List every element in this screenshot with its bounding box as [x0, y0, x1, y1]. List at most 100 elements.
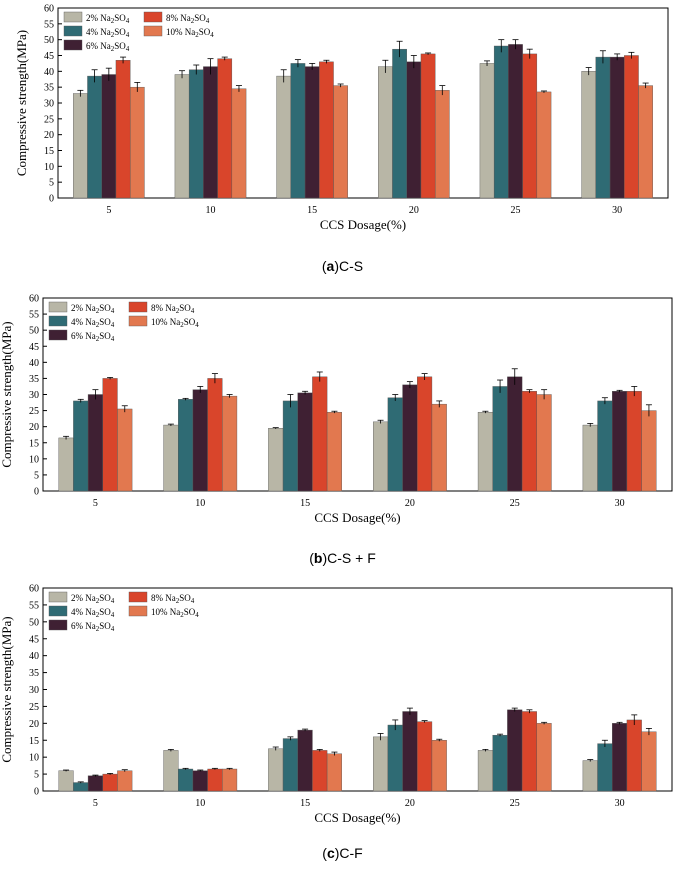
bar [87, 394, 103, 492]
bar [101, 74, 117, 199]
bar [595, 56, 611, 199]
y-axis-label: Compressive strength(MPa) [0, 616, 14, 762]
chart-panel-a: 0 5 10 15 20 25 30 35 40 45 50 55 60 Compressive stre… [0, 0, 685, 245]
bar [304, 66, 320, 199]
bar [102, 378, 118, 492]
bar [163, 424, 179, 492]
y-tick-label: 0 [49, 194, 54, 205]
bar [420, 53, 436, 199]
y-tick-label: 40 [29, 358, 39, 369]
bar [417, 721, 433, 792]
bar [612, 723, 628, 792]
legend-label: 4% Na2SO4 [71, 317, 115, 329]
bar [178, 399, 194, 492]
bar [431, 740, 447, 792]
legend-label: 4% Na2SO4 [86, 27, 130, 39]
bar [641, 410, 657, 492]
y-tick-label: 55 [29, 600, 39, 611]
x-tick-label: 25 [510, 798, 520, 809]
bar [333, 85, 348, 199]
bar [87, 775, 103, 792]
y-tick-label: 55 [44, 19, 54, 30]
chart-c-svg: 0 5 10 15 20 25 30 35 40 45 50 55 60 Compressive stre… [0, 584, 673, 825]
y-tick-label: 30 [29, 390, 39, 401]
bar [536, 723, 552, 792]
legend-swatch [143, 11, 163, 23]
bar [477, 411, 493, 492]
x-axis-label: CCS Dosage(%) [320, 217, 406, 232]
bar [581, 71, 597, 199]
bar [638, 85, 653, 199]
bar [282, 400, 298, 492]
bar [207, 768, 223, 792]
y-tick-label: 10 [29, 753, 39, 764]
bar [609, 56, 625, 199]
legend-swatch [128, 315, 148, 327]
bar [492, 386, 508, 492]
y-tick-label: 5 [34, 770, 39, 781]
bar [522, 53, 538, 199]
bar [102, 773, 118, 792]
bar [326, 411, 342, 492]
bar [402, 384, 418, 492]
y-tick-label: 60 [29, 294, 39, 305]
legend-swatch [128, 591, 148, 603]
legend-swatch [48, 619, 68, 631]
chart-panel-b: 0 5 10 15 20 25 30 35 40 45 50 55 60 Compressive stre… [0, 288, 685, 538]
legend-swatch [63, 11, 83, 23]
y-tick-label: 45 [29, 342, 39, 353]
bar [282, 738, 298, 792]
bar [387, 397, 403, 492]
bar [402, 711, 418, 792]
legend-label: 2% Na2SO4 [86, 13, 130, 25]
x-tick-label: 30 [612, 205, 622, 216]
x-tick-label: 15 [300, 798, 310, 809]
legend-label: 10% Na2SO4 [166, 27, 214, 39]
y-tick-label: 60 [44, 4, 54, 15]
legend-label: 8% Na2SO4 [151, 593, 195, 605]
y-tick-label: 25 [29, 702, 39, 713]
caption-text-a: C-S [339, 258, 364, 274]
x-tick-label: 30 [615, 498, 625, 509]
bar [582, 760, 598, 792]
y-tick-label: 5 [34, 470, 39, 481]
bar [597, 400, 613, 492]
bar [493, 45, 509, 199]
bar [58, 770, 74, 792]
bar [58, 437, 74, 492]
caption-c: (c)C-F [322, 845, 363, 861]
legend-swatch [48, 329, 68, 341]
bar [174, 74, 190, 199]
caption-text-c: C-F [339, 845, 363, 861]
bar [276, 75, 292, 199]
bar [378, 66, 393, 199]
bar [73, 782, 89, 792]
y-tick-label: 25 [29, 406, 39, 417]
legend-label: 8% Na2SO4 [151, 303, 195, 315]
bar [222, 395, 238, 492]
x-tick-label: 20 [409, 205, 419, 216]
bar [536, 394, 552, 492]
legend-label: 2% Na2SO4 [71, 593, 115, 605]
bar [326, 753, 342, 792]
bar [297, 729, 313, 792]
bar [626, 719, 642, 792]
bar [268, 428, 284, 492]
bar [222, 768, 238, 792]
bar [373, 421, 389, 492]
x-tick-label: 15 [307, 205, 317, 216]
bar [521, 391, 537, 492]
bar [217, 58, 233, 199]
legend-label: 2% Na2SO4 [71, 303, 115, 315]
x-tick-label: 10 [195, 498, 205, 509]
x-tick-label: 25 [510, 498, 520, 509]
y-tick-label: 10 [29, 454, 39, 465]
y-tick-label: 20 [44, 130, 54, 141]
plot-frame [42, 297, 673, 492]
y-tick-label: 40 [44, 67, 54, 78]
bar [597, 743, 613, 792]
y-tick-label: 30 [29, 685, 39, 696]
caption-b: (b)C-S + F [309, 550, 376, 566]
x-tick-label: 10 [195, 798, 205, 809]
caption-a: (a)C-S [321, 258, 364, 274]
